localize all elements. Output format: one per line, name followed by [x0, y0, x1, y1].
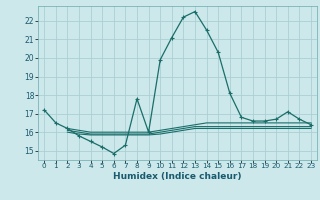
- X-axis label: Humidex (Indice chaleur): Humidex (Indice chaleur): [113, 172, 242, 181]
